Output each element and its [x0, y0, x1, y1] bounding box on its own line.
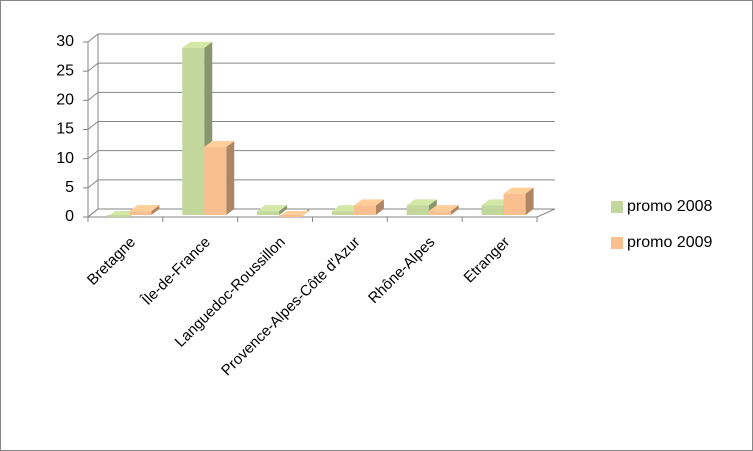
bar [129, 211, 152, 215]
bar-side [450, 205, 459, 215]
legend-label: promo 2009 [627, 234, 712, 251]
bar [279, 215, 302, 217]
grid-line [87, 208, 555, 218]
bar [353, 205, 376, 215]
y-tick-label: 10 [56, 150, 74, 167]
bar-side [279, 205, 288, 215]
bar [428, 211, 451, 215]
bar-top [257, 205, 288, 212]
bar-side [525, 187, 534, 215]
y-tick-label: 30 [56, 33, 74, 50]
y-tick-label: 0 [65, 208, 74, 225]
bar [503, 193, 526, 215]
bar [481, 205, 504, 215]
bar-side [375, 199, 384, 215]
bar-top [406, 199, 437, 206]
grid-line [87, 91, 555, 101]
legend-swatch [611, 201, 623, 213]
bar [406, 205, 429, 215]
bar [331, 211, 354, 215]
bar-side [226, 141, 235, 215]
legend-swatch [611, 237, 623, 249]
grid-line [87, 121, 555, 130]
bar [182, 47, 205, 216]
bar-top [129, 205, 160, 212]
y-tick-label: 20 [56, 92, 74, 109]
bar-top [204, 141, 235, 147]
grid-line [87, 150, 555, 160]
y-tick-label: 25 [56, 62, 74, 79]
bar-top [182, 41, 213, 48]
bar-top [428, 205, 459, 212]
bar-top [503, 187, 534, 194]
y-tick-label: 5 [65, 179, 74, 196]
legend-label: promo 2008 [627, 198, 712, 215]
bar [257, 211, 280, 215]
grid-line [87, 179, 555, 189]
grid-line [87, 62, 555, 72]
bar-side [151, 205, 160, 215]
bar [204, 147, 227, 215]
bar [107, 215, 130, 217]
y-tick-label: 15 [56, 121, 74, 138]
bar-top [353, 199, 384, 206]
grid-line [87, 33, 555, 43]
